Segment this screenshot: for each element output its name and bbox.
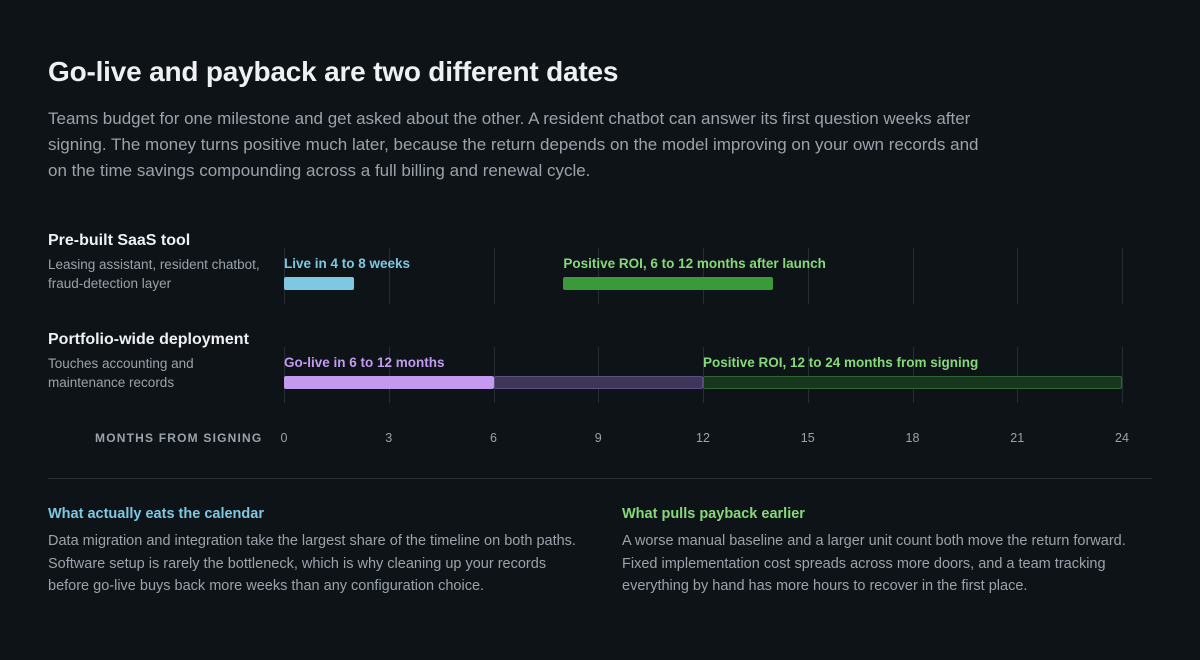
- gridline: [388, 248, 390, 304]
- bar-label: Go-live in 6 to 12 months: [284, 355, 445, 370]
- gridline: [493, 248, 495, 304]
- page-title: Go-live and payback are two different da…: [48, 56, 619, 87]
- note-body-payback: A worse manual baseline and a larger uni…: [622, 533, 1126, 594]
- x-tick-label: 0: [280, 431, 288, 445]
- gridline: [703, 248, 704, 304]
- x-tick-label: 21: [1010, 431, 1025, 445]
- x-axis-title: MONTHS FROM SIGNING: [95, 431, 263, 445]
- gridline: [598, 248, 600, 304]
- x-tick-label: 15: [800, 431, 815, 445]
- x-tick-label: 3: [385, 431, 393, 445]
- x-tick-label: 12: [696, 431, 710, 445]
- row-subtitle-saas: Leasing assistant, resident chatbot, fra…: [48, 257, 260, 291]
- timeline-bar: [493, 376, 703, 389]
- gridline: [807, 347, 809, 403]
- timeline-bar: [703, 376, 1122, 389]
- gridline: [807, 248, 809, 304]
- gridline: [912, 347, 914, 403]
- gridline: [1017, 347, 1019, 403]
- row-title-portfolio: Portfolio-wide deployment: [48, 331, 249, 348]
- x-tick-label: 24: [1115, 431, 1129, 445]
- gridline: [388, 347, 390, 403]
- x-tick-label: 9: [594, 431, 602, 445]
- bar-label: Positive ROI, 12 to 24 months from signi…: [703, 355, 979, 370]
- timeline-bar: [563, 277, 773, 290]
- x-tick-label: 6: [490, 431, 497, 445]
- intro-paragraph: Teams budget for one milestone and get a…: [48, 109, 979, 180]
- gridline: [912, 248, 914, 304]
- bar-label: Live in 4 to 8 weeks: [284, 256, 411, 271]
- note-body-calendar: Data migration and integration take the …: [48, 533, 576, 594]
- gridline: [493, 347, 495, 403]
- x-tick-label: 18: [905, 431, 920, 445]
- gridline: [703, 347, 704, 403]
- gridline: [1122, 347, 1123, 403]
- gridline: [284, 248, 285, 304]
- gridline: [284, 347, 285, 403]
- row-title-saas: Pre-built SaaS tool: [48, 232, 191, 249]
- bar-label: Positive ROI, 6 to 12 months after launc…: [563, 256, 826, 271]
- timeline-bar: [284, 376, 494, 389]
- note-title-calendar: What actually eats the calendar: [48, 506, 264, 522]
- gridline: [1122, 248, 1123, 304]
- gridline: [1017, 248, 1019, 304]
- timeline-bar: [284, 277, 354, 290]
- gridline: [598, 347, 600, 403]
- note-title-payback: What pulls payback earlier: [622, 506, 805, 522]
- row-subtitle-portfolio: Touches accounting and maintenance recor…: [48, 356, 194, 390]
- section-divider: [48, 478, 1152, 479]
